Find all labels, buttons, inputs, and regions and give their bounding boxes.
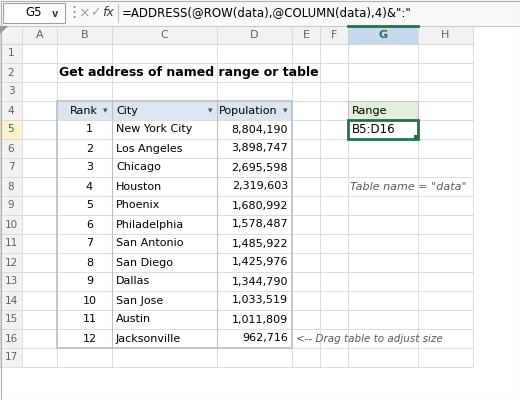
- Text: 1,578,487: 1,578,487: [231, 220, 288, 230]
- Text: 2,319,603: 2,319,603: [232, 182, 288, 192]
- Text: 12: 12: [83, 334, 97, 344]
- Text: Rank: Rank: [70, 106, 98, 116]
- Text: E: E: [303, 30, 309, 40]
- Bar: [0, 120, 22, 139]
- Text: Austin: Austin: [116, 314, 151, 324]
- Bar: [57, 101, 292, 348]
- Text: 10: 10: [5, 220, 18, 230]
- Text: Range: Range: [352, 106, 387, 116]
- Text: Chicago: Chicago: [116, 162, 161, 172]
- Bar: [3, 3, 65, 23]
- Text: San Diego: San Diego: [116, 258, 173, 268]
- Text: 3: 3: [8, 86, 15, 96]
- Text: fx: fx: [102, 6, 114, 20]
- Text: 11: 11: [83, 314, 97, 324]
- Text: 1,033,519: 1,033,519: [232, 296, 288, 306]
- Text: ✓: ✓: [90, 6, 100, 20]
- Text: B: B: [81, 30, 88, 40]
- Bar: [217, 101, 292, 120]
- Text: City: City: [116, 106, 138, 116]
- Bar: [348, 120, 418, 139]
- Bar: [0, 44, 22, 367]
- Text: v: v: [52, 9, 58, 19]
- Text: 14: 14: [4, 296, 18, 306]
- Text: H: H: [441, 30, 450, 40]
- Text: 1,425,976: 1,425,976: [231, 258, 288, 268]
- Text: 4: 4: [86, 182, 93, 192]
- Text: <-- Drag table to adjust size: <-- Drag table to adjust size: [296, 334, 443, 344]
- Text: 2: 2: [86, 144, 93, 154]
- Text: F: F: [331, 30, 337, 40]
- Text: 4: 4: [8, 106, 15, 116]
- Text: G: G: [379, 30, 387, 40]
- Text: Dallas: Dallas: [116, 276, 150, 286]
- Text: 10: 10: [83, 296, 97, 306]
- Text: 16: 16: [4, 334, 18, 344]
- Text: 17: 17: [4, 352, 18, 362]
- Text: 6: 6: [8, 144, 15, 154]
- Text: 7: 7: [8, 162, 15, 172]
- Text: 13: 13: [4, 276, 18, 286]
- Text: Philadelphia: Philadelphia: [116, 220, 184, 230]
- Text: Table name = "data": Table name = "data": [350, 182, 466, 192]
- Text: =ADDRESS(@ROW(data),@COLUMN(data),4)&":": =ADDRESS(@ROW(data),@COLUMN(data),4)&":": [122, 6, 412, 20]
- Text: 7: 7: [86, 238, 93, 248]
- Bar: [0, 26, 473, 44]
- Bar: [0, 0, 520, 26]
- Text: 1,485,922: 1,485,922: [231, 238, 288, 248]
- Text: 3: 3: [86, 162, 93, 172]
- Text: 15: 15: [4, 314, 18, 324]
- Text: Los Angeles: Los Angeles: [116, 144, 183, 154]
- Text: D: D: [250, 30, 259, 40]
- Text: 3,898,747: 3,898,747: [231, 144, 288, 154]
- Text: 8: 8: [8, 182, 15, 192]
- Bar: [112, 101, 217, 120]
- Text: 962,716: 962,716: [242, 334, 288, 344]
- Text: San Antonio: San Antonio: [116, 238, 184, 248]
- Text: 12: 12: [4, 258, 18, 268]
- Bar: [348, 26, 418, 44]
- Text: Phoenix: Phoenix: [116, 200, 160, 210]
- Bar: [348, 101, 418, 120]
- Text: 11: 11: [4, 238, 18, 248]
- Text: 9: 9: [8, 200, 15, 210]
- Text: San Jose: San Jose: [116, 296, 163, 306]
- Text: 1: 1: [86, 124, 93, 134]
- Text: 6: 6: [86, 220, 93, 230]
- Text: G5: G5: [26, 6, 42, 20]
- Text: New York City: New York City: [116, 124, 192, 134]
- Text: 5: 5: [8, 124, 15, 134]
- Text: ▾: ▾: [283, 106, 287, 115]
- Text: A: A: [36, 30, 43, 40]
- Text: Jacksonville: Jacksonville: [116, 334, 181, 344]
- Text: 1: 1: [8, 48, 15, 58]
- Text: 1,011,809: 1,011,809: [232, 314, 288, 324]
- Text: Houston: Houston: [116, 182, 162, 192]
- Text: 8: 8: [86, 258, 93, 268]
- Text: ▾: ▾: [103, 106, 107, 115]
- Text: 9: 9: [86, 276, 93, 286]
- Text: 1,680,992: 1,680,992: [231, 200, 288, 210]
- Text: B5:D16: B5:D16: [352, 123, 396, 136]
- Bar: [414, 135, 419, 140]
- Text: 1,344,790: 1,344,790: [231, 276, 288, 286]
- Text: 5: 5: [86, 200, 93, 210]
- Text: Get address of named range or table: Get address of named range or table: [59, 66, 319, 79]
- Text: ⋮: ⋮: [67, 6, 82, 20]
- Text: 2: 2: [8, 68, 15, 78]
- Text: ×: ×: [78, 6, 90, 20]
- Bar: [57, 101, 112, 120]
- Text: ▾: ▾: [208, 106, 212, 115]
- Text: Population: Population: [219, 106, 278, 116]
- Text: 2,695,598: 2,695,598: [231, 162, 288, 172]
- Text: C: C: [161, 30, 168, 40]
- Text: 8,804,190: 8,804,190: [231, 124, 288, 134]
- Polygon shape: [0, 26, 8, 34]
